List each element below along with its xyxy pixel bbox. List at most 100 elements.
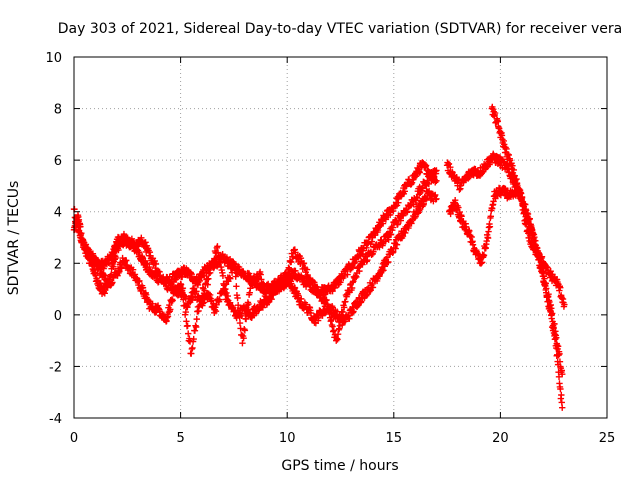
- data-point: [364, 256, 371, 264]
- y-tick-label: -4: [49, 412, 62, 427]
- data-point: [311, 282, 319, 289]
- data-point: [131, 271, 139, 278]
- data-point: [416, 169, 423, 176]
- data-point: [261, 283, 268, 290]
- data-point: [188, 296, 195, 304]
- x-tick-label: 20: [492, 431, 509, 446]
- data-point: [544, 298, 551, 305]
- data-point: [410, 201, 417, 208]
- data-point: [102, 286, 109, 294]
- y-tick-label: 6: [54, 154, 62, 169]
- data-point: [380, 267, 387, 274]
- x-tick-label: 15: [386, 431, 403, 446]
- data-point: [190, 335, 197, 343]
- data-point: [356, 267, 363, 275]
- data-point: [139, 284, 147, 291]
- data-point: [544, 292, 552, 300]
- data-point: [234, 302, 242, 309]
- data-point: [464, 175, 472, 182]
- data-point: [554, 351, 561, 359]
- data-point: [284, 274, 291, 281]
- data-point: [478, 259, 486, 266]
- data-point: [414, 210, 422, 217]
- data-point: [240, 335, 247, 342]
- data-point: [320, 292, 327, 300]
- data-point: [180, 296, 187, 303]
- data-point: [491, 109, 499, 117]
- data-point: [169, 297, 176, 304]
- data-point: [189, 344, 196, 352]
- data-point: [346, 315, 353, 322]
- data-point: [392, 245, 399, 252]
- data-point: [379, 220, 387, 227]
- data-point: [553, 344, 560, 352]
- data-point: [185, 330, 192, 337]
- y-tick-label: -2: [49, 360, 62, 375]
- data-point: [525, 229, 533, 236]
- data-point: [408, 179, 416, 186]
- data-point: [385, 236, 392, 243]
- data-point: [393, 241, 401, 248]
- data-point: [336, 322, 344, 330]
- data-point: [179, 291, 186, 298]
- data-point: [561, 301, 568, 308]
- data-point: [382, 216, 390, 223]
- data-point: [142, 239, 149, 246]
- data-point: [503, 145, 510, 153]
- data-point: [241, 327, 249, 334]
- data-point: [478, 260, 485, 267]
- data-point: [526, 232, 534, 240]
- data-point: [369, 284, 377, 291]
- data-point: [286, 265, 293, 273]
- data-point: [129, 266, 137, 273]
- data-point: [433, 167, 440, 174]
- data-point: [389, 224, 397, 231]
- data-point: [469, 241, 477, 248]
- data-point: [555, 373, 563, 380]
- data-point: [85, 252, 92, 260]
- data-point: [164, 313, 172, 320]
- data-point: [236, 319, 244, 327]
- data-point: [243, 310, 250, 318]
- data-point: [309, 278, 317, 285]
- y-tick-label: 10: [45, 51, 62, 66]
- data-point: [282, 279, 289, 287]
- data-point: [422, 162, 430, 169]
- data-point: [74, 221, 81, 229]
- data-point: [402, 229, 409, 237]
- data-point: [181, 302, 188, 309]
- data-point: [505, 151, 512, 159]
- tick-labels: 0 5 10 15 20 25 -4 -2 0 2 4 6 8 10: [45, 51, 615, 446]
- data-point: [412, 213, 419, 220]
- data-point: [416, 207, 423, 214]
- data-point: [227, 275, 234, 282]
- data-point: [344, 271, 351, 278]
- data-point: [211, 255, 218, 262]
- y-tick-label: 0: [54, 309, 62, 324]
- y-axis-label: SDTVAR / TECUs: [6, 181, 22, 296]
- data-point: [486, 223, 494, 230]
- data-point: [79, 236, 86, 243]
- data-point: [204, 281, 211, 288]
- data-point: [341, 272, 348, 280]
- x-axis-label: GPS time / hours: [281, 458, 398, 474]
- data-point: [445, 160, 453, 168]
- data-point: [291, 284, 299, 292]
- data-point: [167, 281, 175, 288]
- grid: [74, 57, 607, 418]
- data-points: [70, 103, 568, 411]
- data-point: [214, 243, 221, 250]
- data-point: [232, 273, 239, 280]
- data-point: [458, 213, 465, 220]
- data-point: [487, 213, 495, 220]
- data-point: [557, 284, 564, 291]
- data-point: [298, 295, 305, 303]
- data-point: [348, 284, 356, 292]
- data-point: [366, 288, 373, 295]
- data-point: [530, 231, 538, 238]
- data-point: [414, 194, 421, 202]
- x-tick-label: 25: [599, 431, 616, 446]
- data-point: [231, 267, 239, 274]
- data-point: [552, 335, 559, 343]
- y-tick-label: 4: [54, 206, 62, 221]
